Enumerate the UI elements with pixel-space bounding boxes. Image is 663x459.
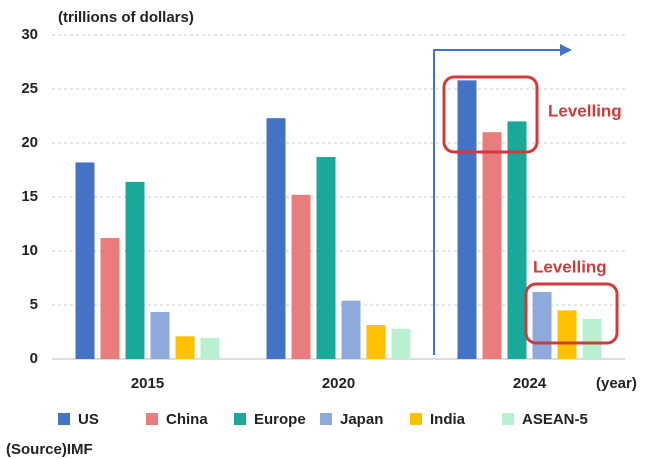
y-axis-label: (trillions of dollars) [58, 9, 194, 26]
bar [316, 157, 336, 359]
bar [507, 121, 527, 360]
bar [291, 194, 311, 359]
legend-label: China [166, 411, 208, 428]
bar [100, 238, 120, 359]
legend-swatch [234, 413, 246, 425]
x-tick-label: 2015 [131, 375, 164, 392]
source: (Source)IMF [6, 441, 93, 458]
legend-label: Europe [254, 411, 306, 428]
y-tick-label: 25 [21, 80, 38, 97]
bar [582, 319, 602, 359]
y-tick-label: 10 [21, 242, 38, 259]
bar [75, 162, 95, 359]
legend-swatch [320, 413, 332, 425]
x-tick-label: 2024 [513, 375, 547, 392]
bar [175, 336, 195, 359]
y-tick-label: 0 [30, 350, 38, 367]
bar [457, 80, 477, 360]
highlight-box [442, 75, 539, 154]
y-tick-label: 5 [30, 296, 38, 313]
annotation: Levelling [548, 101, 622, 120]
bar [532, 292, 552, 359]
legend-label: ASEAN-5 [522, 411, 588, 428]
annotation: Levelling [533, 257, 607, 276]
highlight-box [524, 282, 619, 345]
bar [266, 118, 286, 359]
x-tick-label: 2020 [322, 375, 355, 392]
legend-label: India [430, 411, 466, 428]
bar [341, 300, 361, 359]
bar [150, 312, 170, 359]
y-tick-label: 30 [21, 26, 38, 43]
legend-swatch [58, 413, 70, 425]
bar [200, 337, 220, 359]
arrow-head [560, 44, 572, 56]
bar [557, 310, 577, 359]
legend-label: US [78, 411, 99, 428]
x-axis-label: (year) [596, 375, 637, 392]
legend-label: Japan [340, 411, 383, 428]
arrow [433, 49, 562, 355]
y-tick-label: 15 [21, 188, 38, 205]
bar [482, 132, 502, 359]
bar [125, 181, 145, 359]
legend-swatch [410, 413, 422, 425]
y-tick-label: 20 [21, 134, 38, 151]
bar [391, 328, 411, 359]
bar [366, 324, 386, 359]
legend-swatch [146, 413, 158, 425]
legend-swatch [502, 413, 514, 425]
